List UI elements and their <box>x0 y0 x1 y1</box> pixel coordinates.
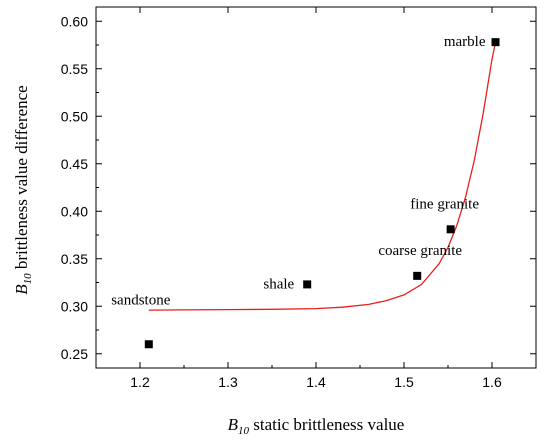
x-tick-label: 1.2 <box>130 374 150 390</box>
x-tick-labels: 1.2 1.3 1.4 1.5 1.6 <box>130 374 502 390</box>
y-axis-title: B10 brittleness value difference <box>12 85 34 294</box>
y-tick-label: 0.50 <box>61 108 88 124</box>
data-points <box>144 38 500 349</box>
x-axis-title: B10 static brittleness value <box>228 415 405 437</box>
x-tick-label: 1.4 <box>306 374 326 390</box>
point-label: coarse granite <box>378 243 462 259</box>
x-tick-label: 1.3 <box>218 374 238 390</box>
point-label: sandstone <box>111 292 171 308</box>
data-point <box>303 280 312 289</box>
data-point <box>446 225 455 234</box>
y-tick-label: 0.40 <box>61 203 88 219</box>
point-labels: sandstone shale coarse granite fine granite… <box>111 34 486 308</box>
data-point <box>413 271 422 280</box>
x-tick-label: 1.6 <box>482 374 502 390</box>
y-tick-label: 0.55 <box>61 61 88 77</box>
y-tick-label: 0.30 <box>61 298 88 314</box>
point-label: shale <box>263 276 294 292</box>
y-tick-label: 0.60 <box>61 13 88 29</box>
point-label: fine granite <box>410 196 479 212</box>
data-point <box>144 340 153 349</box>
y-tick-labels: 0.25 0.30 0.35 0.40 0.45 0.50 0.55 0.60 <box>61 13 88 362</box>
fit-curve <box>148 42 497 311</box>
y-tick-label: 0.35 <box>61 251 88 267</box>
plot-frame <box>95 6 537 369</box>
x-tick-label: 1.5 <box>394 374 414 390</box>
point-label: marble <box>444 34 486 50</box>
axis-ticks <box>96 7 536 368</box>
y-tick-label: 0.25 <box>61 346 88 362</box>
y-tick-label: 0.45 <box>61 156 88 172</box>
data-point <box>491 38 500 47</box>
